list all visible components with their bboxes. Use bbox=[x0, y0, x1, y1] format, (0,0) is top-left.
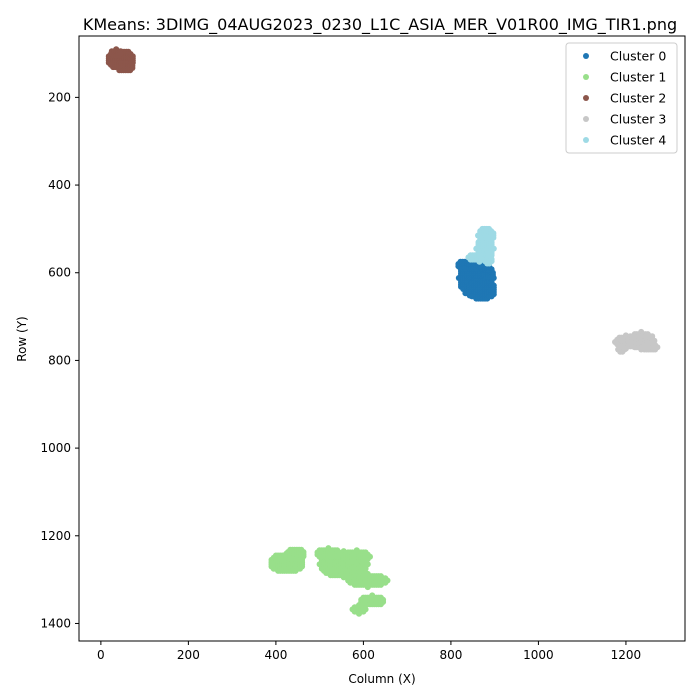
data-point bbox=[300, 553, 307, 560]
x-tick-label: 200 bbox=[177, 648, 200, 662]
data-point bbox=[384, 577, 391, 584]
data-point bbox=[488, 258, 495, 265]
legend-item-cluster-1: Cluster 1 bbox=[583, 70, 666, 85]
legend-box bbox=[565, 42, 678, 154]
y-tick-label: 1000 bbox=[40, 441, 71, 455]
x-tick-label: 600 bbox=[352, 648, 375, 662]
legend-item-cluster-0: Cluster 0 bbox=[583, 49, 666, 64]
data-point bbox=[117, 50, 124, 57]
data-point bbox=[621, 346, 628, 353]
cluster-2-points bbox=[105, 46, 136, 74]
data-point bbox=[380, 599, 387, 605]
data-point bbox=[490, 291, 497, 298]
legend-label: Cluster 0 bbox=[610, 49, 666, 64]
legend-label: Cluster 3 bbox=[610, 112, 666, 127]
y-tick-label: 800 bbox=[48, 353, 71, 367]
legend-item-cluster-3: Cluster 3 bbox=[583, 112, 666, 127]
data-point bbox=[362, 606, 369, 613]
cluster-1-points bbox=[268, 545, 391, 617]
data-point bbox=[367, 553, 373, 560]
y-tick-label: 200 bbox=[48, 90, 71, 104]
x-tick-label: 1000 bbox=[523, 648, 554, 662]
y-axis-ticks: 200 400 600 800 1000 1200 1400 bbox=[40, 90, 79, 630]
data-point bbox=[489, 274, 496, 281]
legend-marker bbox=[583, 74, 589, 80]
data-point bbox=[129, 65, 136, 71]
x-axis-label: Column (X) bbox=[348, 672, 415, 686]
legend-item-cluster-4: Cluster 4 bbox=[583, 133, 666, 148]
cluster-3-points bbox=[612, 328, 661, 355]
x-tick-label: 400 bbox=[264, 648, 287, 662]
y-axis-label: Row (Y) bbox=[15, 316, 29, 361]
data-point bbox=[654, 344, 661, 351]
legend-label: Cluster 4 bbox=[610, 133, 666, 148]
legend-label: Cluster 1 bbox=[610, 70, 666, 85]
data-point bbox=[490, 245, 497, 252]
legend-marker bbox=[583, 95, 589, 101]
data-point bbox=[299, 563, 306, 570]
legend-marker bbox=[583, 137, 589, 143]
legend-item-cluster-2: Cluster 2 bbox=[583, 91, 666, 106]
x-tick-label: 1200 bbox=[611, 648, 642, 662]
y-tick-label: 600 bbox=[48, 266, 71, 280]
scatter-points bbox=[105, 46, 661, 617]
legend: Cluster 0 Cluster 1 Cluster 2 Cluster 3 Clus… bbox=[565, 42, 678, 154]
legend-marker bbox=[583, 53, 589, 59]
axes bbox=[78, 35, 686, 642]
plot-frame bbox=[78, 35, 686, 642]
y-tick-label: 400 bbox=[48, 178, 71, 192]
chart-title: KMeans: 3DIMG_04AUG2023_0230_L1C_ASIA_ME… bbox=[83, 15, 677, 35]
x-tick-label: 0 bbox=[97, 648, 105, 662]
x-tick-label: 800 bbox=[439, 648, 462, 662]
y-tick-label: 1200 bbox=[40, 529, 71, 543]
x-axis-ticks: 0 200 400 600 800 1000 1200 bbox=[97, 641, 641, 662]
y-tick-label: 1400 bbox=[40, 616, 71, 630]
legend-label: Cluster 2 bbox=[610, 91, 666, 106]
cluster-4-points bbox=[465, 225, 497, 267]
legend-marker bbox=[583, 116, 589, 122]
